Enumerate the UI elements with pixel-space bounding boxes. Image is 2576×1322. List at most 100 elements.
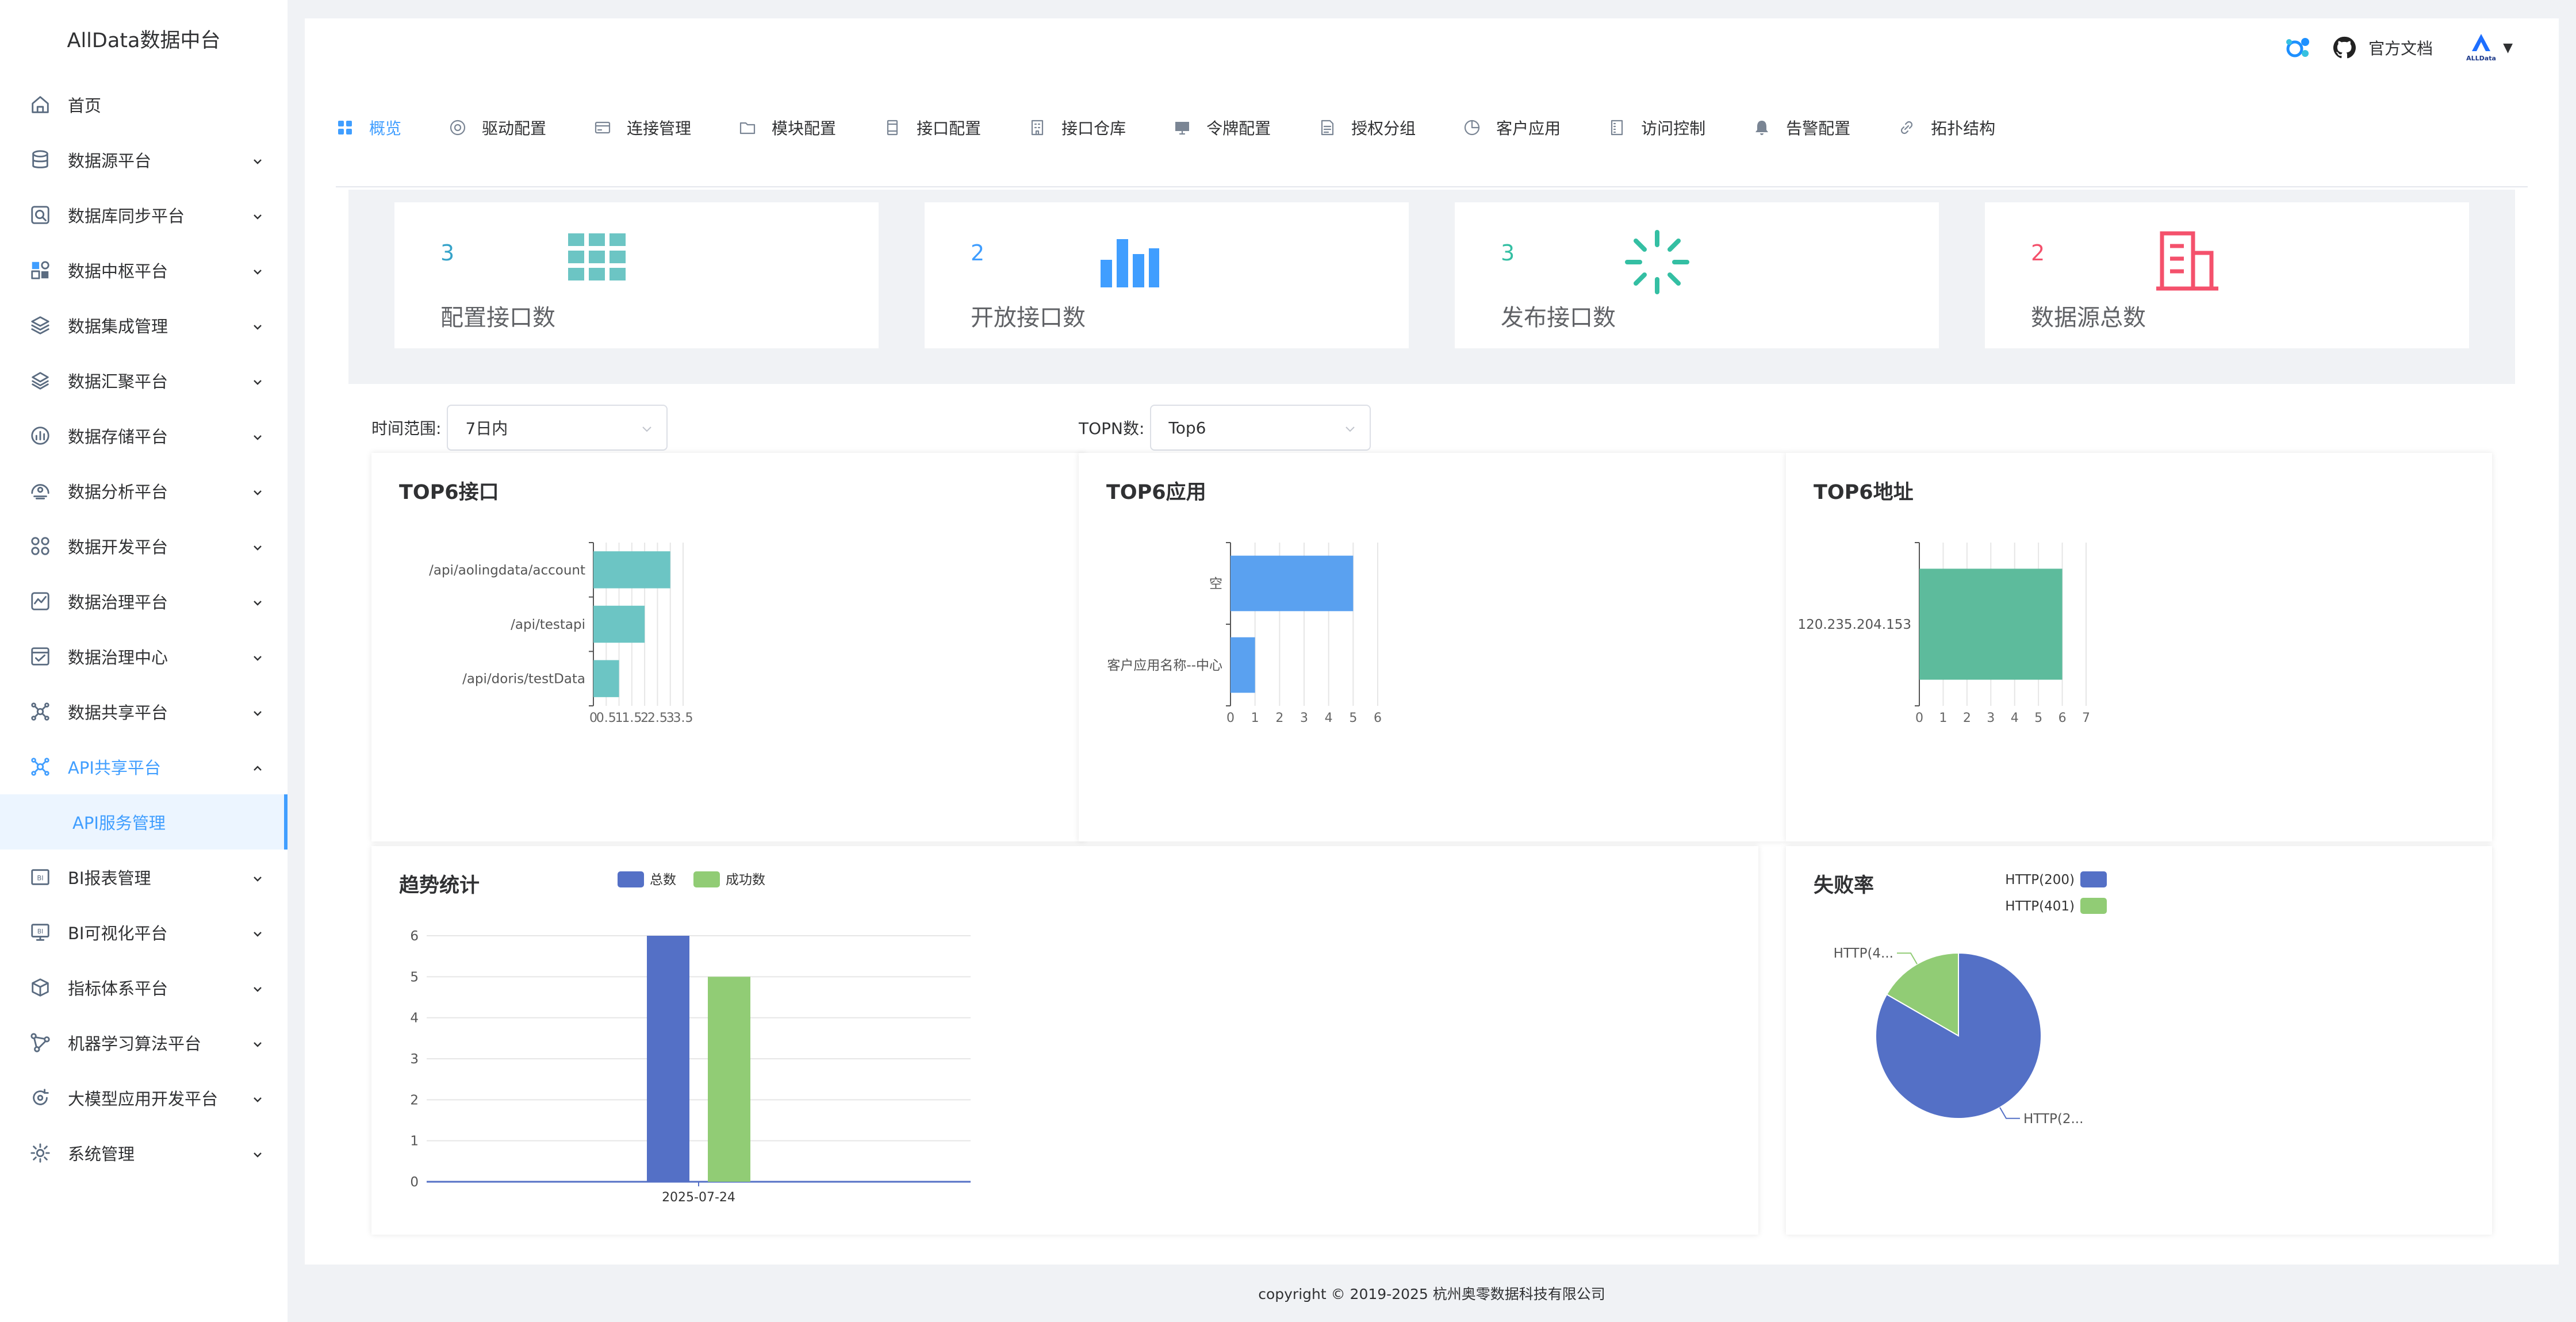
tab-8[interactable]: 客户应用: [1463, 110, 1561, 145]
tab-7[interactable]: 授权分组: [1318, 110, 1416, 145]
legend-label: HTTP(401): [2005, 899, 2075, 914]
sidebar-item-4[interactable]: 数据集成管理: [0, 298, 288, 353]
tab-0[interactable]: 概览: [336, 110, 401, 145]
chevron-down-icon: [251, 318, 264, 332]
pie-slice-label: HTTP(4...: [1834, 946, 1893, 961]
chevron-down-icon: [251, 870, 264, 884]
topn-label: TOPN数:: [1079, 419, 1145, 438]
tab-10[interactable]: 告警配置: [1753, 110, 1850, 145]
tab-9[interactable]: 访问控制: [1608, 110, 1705, 145]
stat-value: 2: [971, 240, 985, 266]
tab-5[interactable]: 接口仓库: [1028, 110, 1126, 145]
x-tick-label: 1: [615, 711, 623, 725]
sidebar-item-13[interactable]: BI BI报表管理: [0, 850, 288, 905]
stat-card-datasources: 2 数据源总数: [1985, 202, 2469, 348]
x-tick-label: 6: [1374, 711, 1382, 725]
tab-6[interactable]: 令牌配置: [1173, 110, 1271, 145]
link-icon: [1897, 118, 1916, 137]
sidebar-item-label: 首页: [68, 96, 102, 116]
governance-icon: [29, 590, 52, 613]
tab-label: 客户应用: [1496, 119, 1561, 138]
github-icon[interactable]: [2333, 36, 2356, 59]
sidebar-item-18[interactable]: 系统管理: [0, 1125, 288, 1181]
sidebar-item-label: API共享平台: [68, 758, 161, 778]
chevron-down-icon: [251, 705, 264, 718]
sidebar-item-label: 数据共享平台: [68, 703, 168, 723]
category-label: 客户应用名称--中心: [1107, 658, 1222, 673]
tab-4[interactable]: 接口配置: [883, 110, 981, 145]
legend-label: HTTP(200): [2005, 873, 2075, 887]
chart-title: 趋势统计: [399, 874, 480, 897]
time-range-label: 时间范围:: [371, 419, 442, 438]
top-interface-chart: 00.511.522.533.5/api/aolingdata/account /…: [429, 542, 693, 725]
sidebar-item-label: 数据汇聚平台: [68, 372, 168, 391]
document-icon: [1318, 118, 1336, 137]
stat-label: 开放接口数: [971, 305, 1086, 331]
chevron-down-icon: [251, 1036, 264, 1050]
cluster-icon[interactable]: [2283, 36, 2313, 59]
stat-value: 3: [440, 240, 455, 266]
sidebar-item-12[interactable]: API共享平台: [0, 739, 288, 794]
sidebar-item-1[interactable]: 数据源平台: [0, 132, 288, 187]
failure-rate-chart-card: 失败率 HTTP(200) HTTP(401) HTTP(2... HTTP(4...: [1786, 846, 2492, 1235]
tab-11[interactable]: 拓扑结构: [1897, 110, 1995, 145]
sidebar-item-0[interactable]: 首页: [0, 77, 288, 132]
sidebar-subitem-api-service[interactable]: API服务管理: [0, 794, 288, 850]
sidebar: AllData数据中台 首页 数据源平台 数据库同步平台 数据中枢平台 数据集成管理 数据…: [0, 0, 288, 1322]
tab-1[interactable]: 驱动配置: [448, 110, 546, 145]
official-docs-link[interactable]: 官方文档: [2368, 39, 2433, 58]
sidebar-item-5[interactable]: 数据汇聚平台: [0, 353, 288, 408]
bar: [593, 605, 645, 643]
tab-3[interactable]: 模块配置: [738, 110, 836, 145]
tab-label: 访问控制: [1641, 119, 1706, 138]
sidebar-item-16[interactable]: 机器学习算法平台: [0, 1015, 288, 1070]
bi-screen-icon: BI: [29, 921, 52, 944]
chevron-down-icon: [642, 426, 652, 432]
stat-card-published-interfaces: 3 发布接口数: [1455, 202, 1939, 348]
sidebar-item-label: 机器学习算法平台: [68, 1034, 202, 1054]
sidebar-item-10[interactable]: 数据治理中心: [0, 629, 288, 684]
sidebar-item-11[interactable]: 数据共享平台: [0, 684, 288, 739]
chevron-down-icon: [251, 374, 264, 387]
sidebar-item-3[interactable]: 数据中枢平台: [0, 243, 288, 298]
chevron-down-icon: [251, 650, 264, 663]
svg-text:BI: BI: [37, 928, 43, 935]
sidebar-item-17[interactable]: 大模型应用开发平台: [0, 1070, 288, 1125]
chevron-down-icon: [251, 208, 264, 222]
sidebar-item-label: 数据源平台: [68, 151, 152, 171]
tab-2[interactable]: 连接管理: [593, 110, 691, 145]
x-tick-label: 2.5: [647, 711, 668, 725]
bar: [1230, 555, 1354, 612]
sidebar-item-label: BI报表管理: [68, 868, 151, 888]
tab-label: 令牌配置: [1206, 119, 1271, 138]
sync-search-icon: [29, 203, 52, 226]
sidebar-item-7[interactable]: 数据分析平台: [0, 463, 288, 518]
topn-select[interactable]: Top6: [1150, 405, 1371, 451]
x-tick-label: 0.5: [596, 711, 616, 725]
stat-card-config-interfaces: 3 配置接口数: [394, 202, 879, 348]
sidebar-item-label: 数据存储平台: [68, 427, 168, 447]
user-avatar-dropdown[interactable]: ALLData ▼: [2465, 32, 2513, 64]
sidebar-item-8[interactable]: 数据开发平台: [0, 518, 288, 574]
sidebar-item-14[interactable]: BI BI可视化平台: [0, 905, 288, 960]
x-tick-label: 0: [1226, 711, 1235, 725]
bi-report-icon: BI: [29, 866, 52, 889]
sidebar-item-2[interactable]: 数据库同步平台: [0, 187, 288, 243]
sidebar-item-15[interactable]: 指标体系平台: [0, 960, 288, 1015]
main-content: 概览 驱动配置 连接管理 模块配置 接口配置 接口仓库 令牌配置 授权分组 客户应用 访问控制 告警…: [305, 77, 2559, 1265]
failure-rate-chart: HTTP(200) HTTP(401) HTTP(2... HTTP(4...: [1834, 871, 2107, 1127]
time-range-filter: 时间范围: 7日内: [371, 405, 668, 451]
pie-icon: [1463, 118, 1481, 137]
x-tick-label: 0: [589, 711, 597, 725]
sidebar-item-9[interactable]: 数据治理平台: [0, 574, 288, 629]
legend-label: 成功数: [726, 873, 765, 887]
alldata-logo-icon: ALLData: [2466, 34, 2496, 62]
list-icon: [1608, 118, 1626, 137]
film-icon: [883, 118, 902, 137]
chevron-down-icon: [251, 429, 264, 443]
sidebar-item-6[interactable]: 数据存储平台: [0, 408, 288, 463]
monitor-icon: [1173, 118, 1191, 137]
sidebar-item-label: 数据治理平台: [68, 593, 168, 612]
time-range-select[interactable]: 7日内: [447, 405, 668, 451]
